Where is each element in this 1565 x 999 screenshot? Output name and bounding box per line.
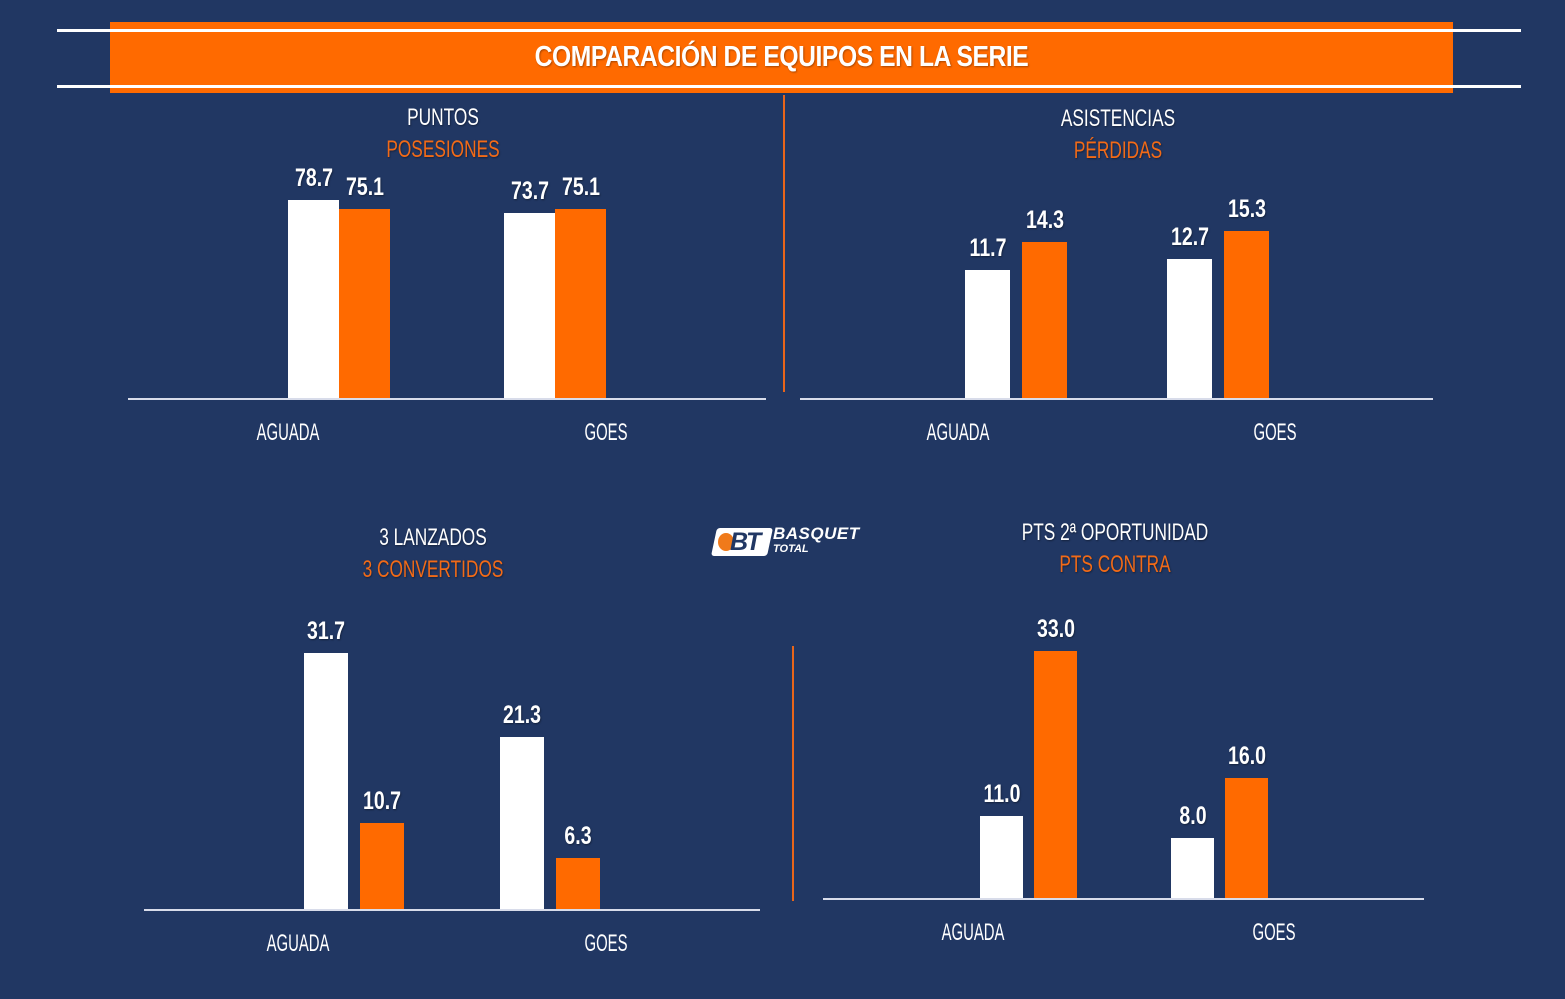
bar-goes-primary xyxy=(1171,838,1214,898)
bar-aguada-secondary xyxy=(360,823,404,909)
logo-text-basquet: BASQUET xyxy=(773,524,860,543)
category-label: AGUADA xyxy=(256,419,320,446)
bar-aguada-primary xyxy=(304,653,348,909)
x-axis-line xyxy=(823,898,1424,900)
panel-title-triples: 3 LANZADOS 3 CONVERTIDOS xyxy=(325,522,541,586)
bar-aguada-secondary xyxy=(339,209,390,398)
bar-goes-secondary xyxy=(1224,231,1269,398)
header-line-bottom xyxy=(57,85,1521,88)
panel-divider-bottom xyxy=(792,646,794,901)
data-label: 14.3 xyxy=(1025,206,1064,234)
data-label: 11.7 xyxy=(969,234,1006,262)
category-label: GOES xyxy=(584,930,628,957)
category-label: GOES xyxy=(1253,419,1297,446)
header-banner xyxy=(110,22,1453,93)
bar-aguada-primary xyxy=(965,270,1010,398)
data-label: 10.7 xyxy=(363,787,401,815)
data-label: 8.0 xyxy=(1178,802,1207,830)
data-label: 78.7 xyxy=(294,164,333,192)
x-axis-line xyxy=(128,398,766,400)
data-label: 73.7 xyxy=(510,177,549,205)
bar-goes-primary xyxy=(1167,259,1212,398)
data-label: 16.0 xyxy=(1227,742,1266,770)
logo-mark: BT xyxy=(730,528,761,556)
data-label: 6.3 xyxy=(564,822,592,850)
bar-aguada-secondary xyxy=(1022,242,1067,398)
category-label: AGUADA xyxy=(941,919,1005,946)
category-label: AGUADA xyxy=(266,930,330,957)
bar-goes-primary xyxy=(500,737,544,909)
data-label: 33.0 xyxy=(1036,615,1075,643)
data-label: 15.3 xyxy=(1227,195,1266,223)
x-axis-line xyxy=(144,909,760,911)
x-axis-line xyxy=(800,398,1433,400)
data-label: 21.3 xyxy=(503,701,541,729)
series-title-primary: ASISTENCIAS xyxy=(1060,105,1176,132)
bar-aguada-secondary xyxy=(1034,651,1077,898)
category-label: GOES xyxy=(584,419,628,446)
logo-text-total: TOTAL xyxy=(773,543,809,555)
series-title-primary: 3 LANZADOS xyxy=(379,524,487,551)
panel-divider-top xyxy=(783,95,785,392)
series-title-secondary: PÉRDIDAS xyxy=(1073,137,1163,164)
panel-title-segunda-oportunidad: PTS 2ª OPORTUNIDAD PTS CONTRA xyxy=(989,517,1241,581)
series-title-primary: PTS 2ª OPORTUNIDAD xyxy=(1021,519,1209,546)
category-label: GOES xyxy=(1252,919,1296,946)
series-title-primary: PUNTOS xyxy=(407,104,479,131)
basketball-icon xyxy=(718,533,734,551)
panel-title-asistencias: ASISTENCIAS PÉRDIDAS xyxy=(1010,103,1226,167)
panel-title-puntos: PUNTOS POSESIONES xyxy=(335,102,551,166)
header-line-top xyxy=(57,29,1521,32)
data-label: 31.7 xyxy=(307,617,345,645)
series-title-secondary: POSESIONES xyxy=(386,136,500,163)
bar-goes-primary xyxy=(504,213,555,398)
bar-goes-secondary xyxy=(556,858,600,909)
bar-aguada-primary xyxy=(288,200,339,398)
page-title: COMPARACIÓN DE EQUIPOS EN LA SERIE xyxy=(534,41,1029,73)
data-label: 75.1 xyxy=(561,173,600,201)
series-title-secondary: 3 CONVERTIDOS xyxy=(362,556,504,583)
category-label: AGUADA xyxy=(926,419,990,446)
basquet-total-logo: BT BASQUET TOTAL xyxy=(711,524,872,560)
bar-goes-secondary xyxy=(1225,778,1268,898)
data-label: 75.1 xyxy=(345,173,384,201)
bar-aguada-primary xyxy=(980,816,1023,898)
data-label: 11.0 xyxy=(983,780,1020,808)
bar-goes-secondary xyxy=(555,209,606,398)
data-label: 12.7 xyxy=(1170,223,1209,251)
series-title-secondary: PTS CONTRA xyxy=(1059,551,1171,578)
